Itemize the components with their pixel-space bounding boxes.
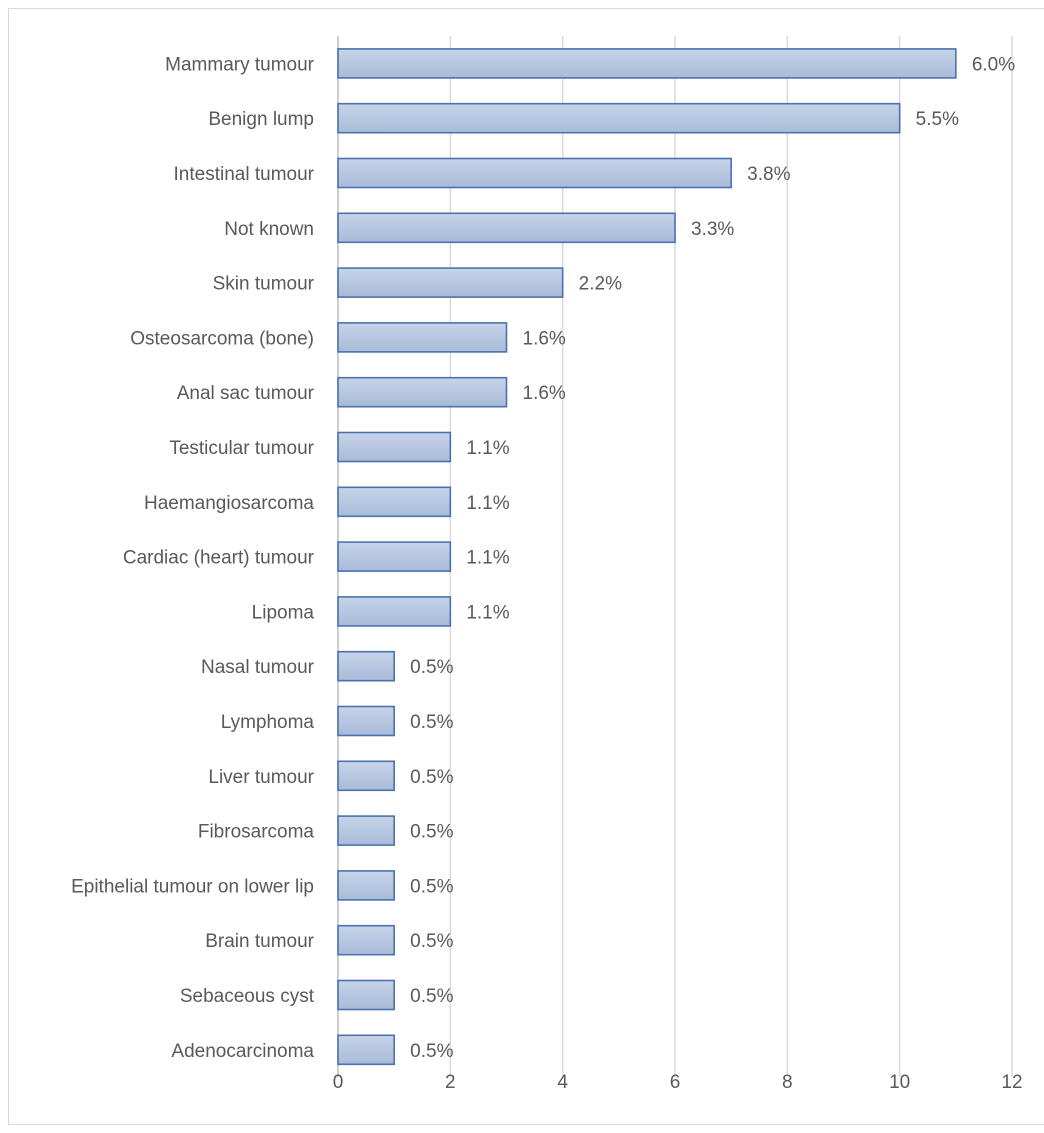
chart-frame [8, 8, 1044, 1125]
data-labels: 6.0% 5.5% 3.8% 3.3% 2.2% 1.6% 1.6% 1.1% 1.1% 1.1%… [410, 54, 1015, 1061]
category-label: Skin tumour [213, 274, 315, 295]
bar [337, 815, 395, 846]
bar [337, 924, 395, 956]
category-label: Mammary tumour [165, 54, 315, 75]
bar [337, 376, 508, 408]
category-label: Not known [224, 219, 314, 240]
data-label: 1.1% [466, 548, 509, 569]
category-label: Adenocarcinoma [171, 1041, 314, 1062]
x-axis-tick-labels: 0 2 4 6 8 10 12 [333, 1072, 1023, 1093]
data-label: 0.5% [410, 931, 453, 952]
data-label: 3.8% [747, 164, 790, 185]
bar [337, 48, 957, 79]
category-label: Lymphoma [221, 712, 315, 733]
data-label: 1.1% [466, 438, 509, 459]
data-label: 1.1% [466, 493, 509, 514]
bar [337, 431, 452, 463]
bar [337, 1034, 395, 1066]
data-label: 2.2% [579, 274, 622, 295]
bar [337, 157, 732, 189]
bar [337, 650, 395, 682]
x-tick-label: 4 [557, 1072, 568, 1093]
x-tick-label: 8 [782, 1072, 793, 1093]
category-label: Anal sac tumour [177, 383, 315, 404]
bar [337, 870, 395, 901]
bar [337, 322, 508, 353]
category-labels: Mammary tumour Benign lump Intestinal tumo… [71, 54, 315, 1061]
category-label: Intestinal tumour [174, 164, 315, 185]
category-label: Cardiac (heart) tumour [123, 548, 315, 569]
data-label: 0.5% [410, 767, 453, 788]
data-label: 1.1% [466, 602, 509, 623]
category-label: Liver tumour [208, 767, 314, 788]
x-tick-label: 0 [333, 1072, 344, 1093]
data-label: 0.5% [410, 657, 453, 678]
bar [337, 979, 395, 1011]
data-label: 0.5% [410, 712, 453, 733]
category-label: Lipoma [252, 602, 315, 623]
bar [337, 102, 901, 134]
bar [337, 705, 395, 737]
bar [337, 267, 564, 298]
data-label: 1.6% [523, 328, 566, 349]
bar [337, 486, 452, 518]
x-tick-label: 10 [889, 1072, 910, 1093]
data-label: 1.6% [523, 383, 566, 404]
category-label: Testicular tumour [169, 438, 314, 459]
data-label: 6.0% [972, 54, 1015, 75]
category-label: Haemangiosarcoma [144, 493, 314, 514]
category-label: Brain tumour [205, 931, 314, 952]
data-label: 0.5% [410, 822, 453, 843]
bar [337, 541, 452, 572]
x-tick-label: 12 [1001, 1072, 1022, 1093]
category-label: Benign lump [208, 109, 314, 130]
category-label: Epithelial tumour on lower lip [71, 876, 314, 897]
data-label: 0.5% [410, 876, 453, 897]
x-tick-label: 2 [445, 1072, 456, 1093]
data-label: 5.5% [916, 109, 959, 130]
category-label: Osteosarcoma (bone) [130, 328, 314, 349]
data-label: 0.5% [410, 986, 453, 1007]
bar [337, 212, 676, 244]
bar [337, 760, 395, 792]
bar [337, 596, 452, 627]
data-label: 0.5% [410, 1041, 453, 1062]
category-label: Fibrosarcoma [198, 822, 315, 843]
bars [337, 48, 957, 1066]
data-label: 3.3% [691, 219, 734, 240]
category-label: Sebaceous cyst [180, 986, 315, 1007]
category-label: Nasal tumour [201, 657, 315, 678]
x-tick-label: 6 [670, 1072, 681, 1093]
